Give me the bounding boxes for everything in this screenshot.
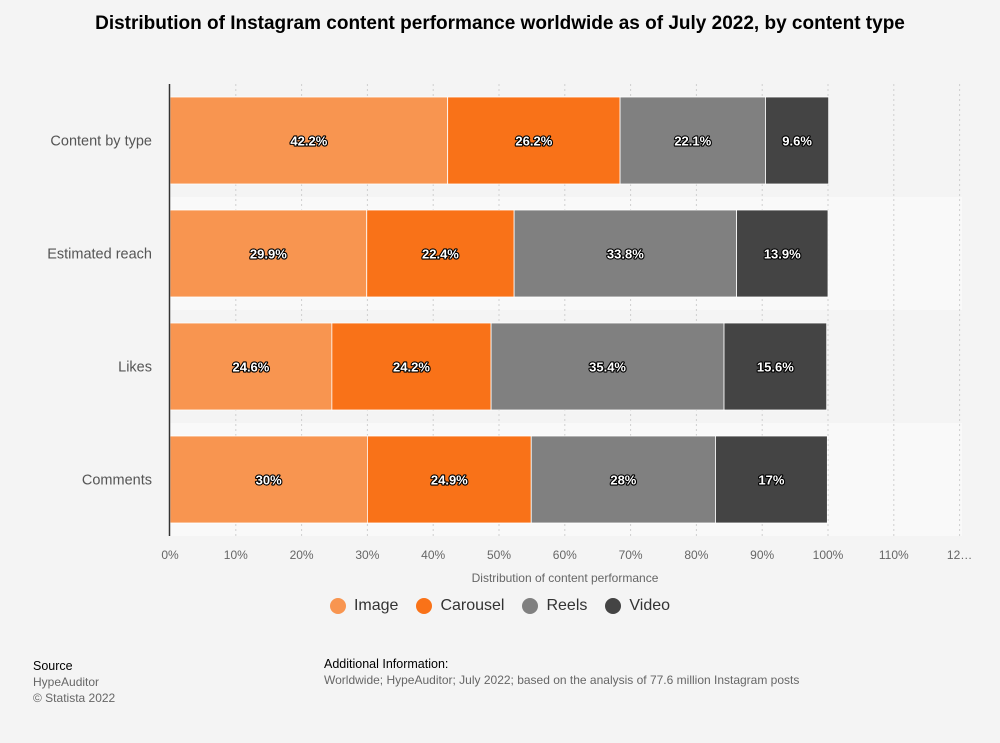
additional-info-block: Additional Information: Worldwide; HypeA… (324, 656, 799, 688)
bar-image[interactable] (169, 322, 333, 411)
bar-carousel[interactable] (366, 435, 532, 524)
category-label: Estimated reach (47, 247, 152, 263)
bars (169, 96, 830, 524)
x-tick-label: 10% (224, 548, 248, 562)
bar-reels[interactable] (530, 435, 716, 524)
bar-image[interactable] (169, 209, 368, 298)
additional-info-heading: Additional Information: (324, 657, 449, 671)
x-tick-label: 70% (619, 548, 643, 562)
data-label: 33.8% (607, 247, 644, 262)
legend-item-image[interactable]: Image (329, 597, 399, 615)
chart-title: Distribution of Instagram content perfor… (95, 13, 905, 34)
x-tick-label: 20% (290, 548, 314, 562)
source-name[interactable]: HypeAuditor (33, 675, 100, 689)
legend-label: Video (629, 597, 671, 614)
data-labels: 42.2% 26.2% 22.1% 9.6% 29.9% 22.4% 33.8% 13.9% 2… (231, 132, 813, 488)
legend-label: Image (353, 597, 399, 614)
x-tick-label: 50% (487, 548, 511, 562)
data-label: 9.6% (782, 134, 812, 149)
x-tick-label: 80% (684, 548, 708, 562)
source-block: Source HypeAuditor © Statista 2022 (33, 658, 115, 706)
data-label: 26.2% (515, 134, 552, 149)
data-label: 29.9% (250, 247, 287, 262)
legend-marker-icon (416, 598, 433, 614)
data-label: 35.4% (589, 360, 626, 375)
legend-marker-icon (329, 598, 346, 614)
stacked-bar-chart: 42.2% 26.2% 22.1% 9.6% 29.9% 22.4% 33.8% 13.9% 2… (47, 84, 972, 585)
data-label: 17% (758, 473, 784, 488)
x-axis-label: Distribution of content performance (472, 571, 659, 585)
bar-reels[interactable] (513, 209, 737, 298)
x-tick-label: 30% (355, 548, 379, 562)
data-label: 15.6% (757, 360, 794, 375)
copyright[interactable]: © Statista 2022 (33, 691, 116, 705)
bar-carousel[interactable] (366, 209, 515, 298)
legend-label: Reels (546, 597, 588, 614)
data-label: 24.6% (232, 360, 269, 375)
bar-video[interactable] (736, 209, 829, 298)
x-tick-label: 90% (750, 548, 774, 562)
data-label: 24.2% (393, 360, 430, 375)
data-label: 28% (610, 473, 636, 488)
data-label: 24.9% (431, 473, 468, 488)
data-label: 22.1% (674, 134, 711, 149)
x-tick-label: 40% (421, 548, 445, 562)
legend-item-carousel[interactable]: Carousel (416, 597, 504, 615)
bar-video[interactable] (715, 435, 828, 524)
legend-item-reels[interactable]: Reels (522, 597, 587, 615)
data-label: 42.2% (290, 134, 327, 149)
data-label: 22.4% (422, 247, 459, 262)
bar-video[interactable] (765, 96, 830, 185)
data-label: 13.9% (764, 247, 801, 262)
x-tick-label: 12… (947, 548, 972, 562)
bar-video[interactable] (723, 322, 828, 411)
data-label: 30% (256, 473, 282, 488)
x-tick-label: 100% (813, 548, 844, 562)
legend-label: Carousel (440, 597, 505, 614)
additional-info-text: Worldwide; HypeAuditor; July 2022; based… (324, 673, 800, 687)
bar-carousel[interactable] (447, 96, 621, 185)
x-axis-ticks: 0% 10% 20% 30% 40% 50% 60% 70% 80% 90% 100% 110% 12… (161, 548, 972, 562)
x-tick-label: 60% (553, 548, 577, 562)
bar-image[interactable] (169, 435, 368, 524)
legend: Image Carousel Reels Video (0, 597, 1000, 615)
legend-item-video[interactable]: Video (605, 597, 670, 615)
legend-marker-icon (522, 598, 539, 614)
x-tick-label: 0% (161, 548, 179, 562)
category-labels: Content by type Estimated reach Likes Comme… (47, 134, 152, 489)
legend-marker-icon (605, 598, 622, 614)
category-label: Comments (82, 473, 152, 489)
x-tick-label: 110% (879, 548, 909, 562)
category-label: Content by type (50, 134, 152, 150)
bar-reels[interactable] (490, 322, 725, 411)
category-label: Likes (118, 360, 152, 376)
source-heading: Source (33, 659, 73, 673)
